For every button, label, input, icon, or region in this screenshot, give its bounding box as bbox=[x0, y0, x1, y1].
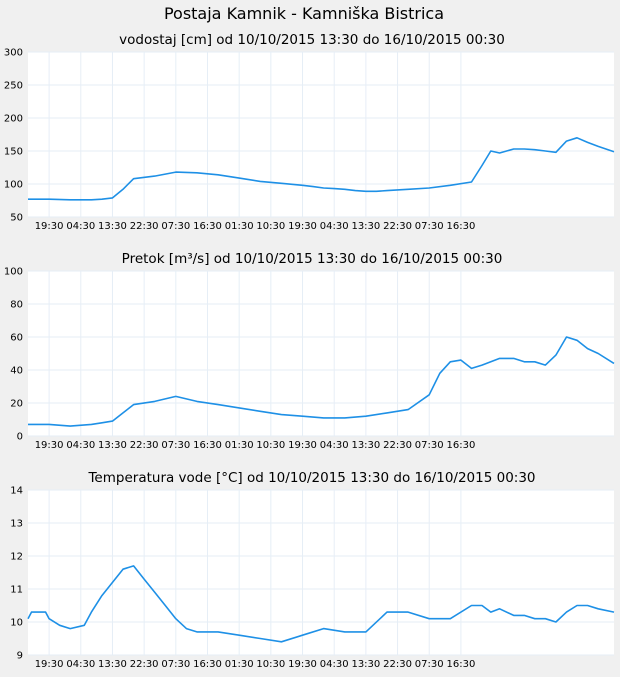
x-tick-label: 19:30 bbox=[35, 659, 64, 670]
x-tick-label: 16:30 bbox=[446, 659, 475, 670]
y-tick-label: 13 bbox=[10, 519, 23, 530]
x-tick-label: 01:30 bbox=[225, 659, 254, 670]
y-tick-label: 0 bbox=[17, 432, 23, 443]
y-tick-label: 100 bbox=[4, 180, 23, 191]
chart-panel-1: vodostaj [cm] od 10/10/2015 13:30 do 16/… bbox=[4, 32, 615, 232]
x-tick-label: 22:30 bbox=[383, 659, 412, 670]
x-tick-label: 19:30 bbox=[35, 221, 64, 232]
y-tick-label: 12 bbox=[10, 552, 23, 563]
x-tick-label: 13:30 bbox=[98, 659, 127, 670]
plot-area bbox=[28, 271, 614, 436]
y-tick-label: 20 bbox=[10, 399, 23, 410]
x-tick-label: 04:30 bbox=[66, 440, 95, 451]
y-tick-label: 14 bbox=[10, 486, 23, 497]
x-tick-label: 04:30 bbox=[320, 659, 349, 670]
x-tick-label: 04:30 bbox=[66, 221, 95, 232]
page-title: Postaja Kamnik - Kamniška Bistrica bbox=[164, 4, 444, 23]
y-tick-label: 9 bbox=[17, 651, 23, 662]
plot-area bbox=[28, 52, 614, 217]
chart-title: Pretok [m³/s] od 10/10/2015 13:30 do 16/… bbox=[122, 251, 503, 267]
x-tick-label: 22:30 bbox=[383, 440, 412, 451]
x-tick-label: 19:30 bbox=[288, 659, 317, 670]
x-tick-label: 13:30 bbox=[98, 440, 127, 451]
y-tick-label: 40 bbox=[10, 366, 23, 377]
x-tick-label: 16:30 bbox=[193, 440, 222, 451]
y-tick-label: 50 bbox=[10, 213, 23, 224]
y-tick-label: 100 bbox=[4, 267, 23, 278]
x-tick-label: 13:30 bbox=[351, 659, 380, 670]
x-tick-label: 07:30 bbox=[415, 440, 444, 451]
x-tick-label: 16:30 bbox=[193, 221, 222, 232]
chart-panel-2: Pretok [m³/s] od 10/10/2015 13:30 do 16/… bbox=[4, 251, 615, 451]
x-tick-label: 16:30 bbox=[446, 440, 475, 451]
x-tick-label: 22:30 bbox=[130, 221, 159, 232]
x-tick-label: 07:30 bbox=[415, 659, 444, 670]
x-tick-label: 13:30 bbox=[351, 221, 380, 232]
x-tick-label: 01:30 bbox=[225, 221, 254, 232]
x-tick-label: 10:30 bbox=[256, 659, 285, 670]
chart-panel-3: Temperatura vode [°C] od 10/10/2015 13:3… bbox=[10, 470, 615, 670]
y-tick-label: 300 bbox=[4, 48, 23, 59]
x-tick-label: 22:30 bbox=[130, 659, 159, 670]
x-tick-label: 10:30 bbox=[256, 221, 285, 232]
y-tick-label: 80 bbox=[10, 300, 23, 311]
y-tick-label: 60 bbox=[10, 333, 23, 344]
series-line bbox=[27, 565, 615, 643]
x-tick-label: 01:30 bbox=[225, 440, 254, 451]
x-tick-label: 19:30 bbox=[288, 440, 317, 451]
x-tick-label: 19:30 bbox=[288, 221, 317, 232]
x-tick-label: 16:30 bbox=[446, 221, 475, 232]
x-tick-label: 07:30 bbox=[415, 221, 444, 232]
y-tick-label: 11 bbox=[10, 585, 23, 596]
x-tick-label: 22:30 bbox=[130, 440, 159, 451]
chart-title: Temperatura vode [°C] od 10/10/2015 13:3… bbox=[87, 470, 535, 486]
x-tick-label: 10:30 bbox=[256, 440, 285, 451]
x-tick-label: 07:30 bbox=[161, 659, 190, 670]
x-tick-label: 04:30 bbox=[66, 659, 95, 670]
x-tick-label: 04:30 bbox=[320, 440, 349, 451]
x-tick-label: 07:30 bbox=[161, 221, 190, 232]
plot-area bbox=[28, 490, 614, 655]
y-tick-label: 200 bbox=[4, 114, 23, 125]
series-line bbox=[28, 137, 615, 201]
x-tick-label: 04:30 bbox=[320, 221, 349, 232]
x-tick-label: 13:30 bbox=[98, 221, 127, 232]
y-tick-label: 250 bbox=[4, 81, 23, 92]
y-tick-label: 10 bbox=[10, 618, 23, 629]
series-line bbox=[28, 336, 615, 427]
x-tick-label: 19:30 bbox=[35, 440, 64, 451]
x-tick-label: 07:30 bbox=[161, 440, 190, 451]
chart-title: vodostaj [cm] od 10/10/2015 13:30 do 16/… bbox=[119, 32, 505, 48]
x-tick-label: 16:30 bbox=[193, 659, 222, 670]
x-tick-label: 13:30 bbox=[351, 440, 380, 451]
x-tick-label: 22:30 bbox=[383, 221, 412, 232]
y-tick-label: 150 bbox=[4, 147, 23, 158]
